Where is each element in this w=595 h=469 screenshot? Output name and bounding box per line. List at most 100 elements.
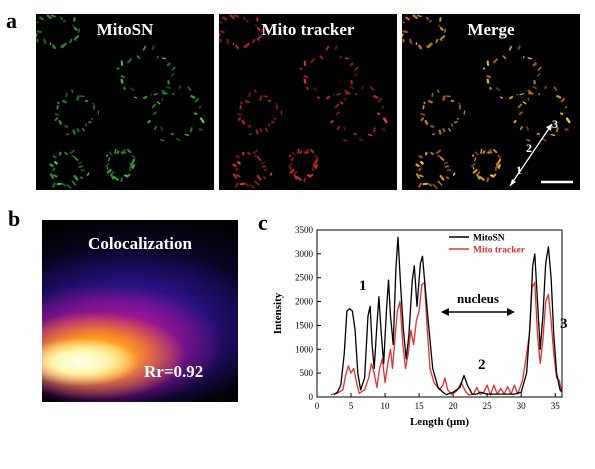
mitochondria-speck [412, 14, 418, 19]
mitochondria-speck [486, 78, 490, 84]
mitochondria-speck [124, 174, 128, 177]
mitochondria-speck [292, 171, 298, 176]
mitochondria-speck [419, 174, 424, 178]
panel-c-letter: c [258, 210, 268, 235]
mitochondria-speck [116, 150, 120, 154]
x-tick-label: 20 [449, 401, 459, 411]
mitochondria-speck [54, 113, 60, 116]
mitochondria-speck [166, 85, 172, 90]
mitochondria-speck [61, 183, 67, 187]
x-tick-label: 10 [381, 401, 391, 411]
mitochondria-speck [171, 73, 175, 77]
mitochondria-speck [280, 110, 283, 115]
nucleus-arrow-right-icon [507, 308, 515, 316]
mitochondria-speck [226, 38, 230, 44]
mitochondria-speck [440, 157, 445, 161]
colocalization-title: Colocalization [88, 234, 192, 253]
cell-group [219, 14, 388, 189]
y-tick-label: 500 [300, 368, 314, 378]
mitochondria-speck [131, 158, 135, 164]
mitochondria-speck [129, 162, 133, 168]
mitochondria-speck [431, 133, 436, 136]
mitochondria-speck [367, 133, 373, 136]
mitochondria-speck [317, 96, 320, 99]
mitochondria-speck [474, 157, 477, 162]
mitochondria-speck [252, 38, 256, 44]
mitochondria-speck [257, 157, 262, 161]
legend-label: Mito tracker [473, 246, 526, 256]
mitochondria-speck [527, 89, 532, 94]
mitochondria-speck [239, 105, 242, 110]
mitochondria-speck [267, 123, 271, 127]
mitochondria-speck [54, 161, 58, 165]
series-line-mito-tracker [330, 281, 563, 396]
mitochondria-speck [237, 161, 241, 165]
mitochondria-speck [304, 151, 310, 154]
mitochondria-speck [420, 161, 424, 165]
mitochondria-speck [189, 127, 193, 133]
mitochondria-speck [474, 151, 479, 156]
mitochondria-speck [497, 154, 502, 160]
y-tick-label: 1000 [295, 344, 314, 354]
mitochondria-speck [409, 38, 413, 44]
mitochondria-speck [77, 161, 83, 165]
mitochondria-speck [415, 163, 420, 168]
mitochondria-speck [476, 174, 481, 180]
mitochondria-speck [76, 128, 80, 133]
mitochondria-speck [361, 85, 364, 90]
mitochondria-speck [440, 35, 446, 40]
mitochondria-speck [418, 182, 422, 188]
mitochondria-speck [71, 180, 77, 186]
mitochondria-speck [479, 176, 485, 181]
mitochondria-speck [486, 177, 490, 183]
line-scan-arrow [509, 123, 553, 187]
mitochondria-speck [565, 117, 571, 124]
mitochondria-speck [131, 164, 135, 169]
mitochondria-speck [113, 176, 119, 181]
mitochondria-speck [73, 38, 77, 42]
mitochondria-speck [487, 151, 493, 154]
mitochondria-speck [287, 162, 293, 168]
mitochondria-speck [550, 133, 556, 136]
mitochondria-speck [335, 111, 340, 115]
mitochondria-speck [470, 162, 476, 168]
mitochondria-speck [427, 183, 433, 187]
mitochondria-speck [344, 57, 350, 60]
mitochondria-speck [160, 139, 165, 142]
mitochondria-speck [151, 103, 157, 109]
mitochondria-speck [120, 75, 126, 79]
micro-title-mitosn: MitoSN [96, 20, 154, 39]
mitochondria-speck [36, 33, 38, 38]
mitochondria-speck [198, 106, 202, 109]
mitochondria-speck [354, 73, 358, 77]
mitochondria-speck [235, 155, 240, 159]
mitochondria-speck [480, 148, 483, 154]
mitochondria-speck [110, 174, 115, 180]
legend-label: MitoSN [473, 234, 505, 244]
micro-title-mito-tracker: Mito tracker [261, 20, 355, 39]
mitochondria-speck [343, 126, 346, 131]
cells-red-svg [219, 14, 388, 189]
mitochondria-speck [564, 106, 568, 109]
mitochondria-speck [54, 117, 58, 121]
mitochondria-speck [518, 111, 523, 115]
mitochondria-speck [377, 97, 382, 103]
mitochondria-speck [252, 149, 258, 154]
mitochondria-speck [553, 86, 558, 91]
mitochondria-speck [71, 89, 74, 93]
chart-series-layer [330, 236, 563, 396]
mitochondria-speck [426, 16, 429, 21]
mitochondria-speck [235, 182, 239, 188]
mitochondria-speck [493, 58, 498, 64]
arrow-head-bottom-icon [510, 179, 516, 186]
mitochondria-speck [161, 89, 166, 94]
mitochondria-speck [560, 97, 565, 103]
chart-legend: MitoSN Mito tracker [449, 234, 526, 256]
mitochondria-speck [161, 57, 167, 60]
mitochondria-speck [430, 151, 434, 156]
mitochondria-speck [199, 117, 205, 124]
mitochondria-speck [233, 14, 239, 18]
mitochondria-speck [416, 14, 422, 18]
mitochondria-speck [64, 124, 69, 128]
mitochondria-speck [334, 103, 340, 109]
